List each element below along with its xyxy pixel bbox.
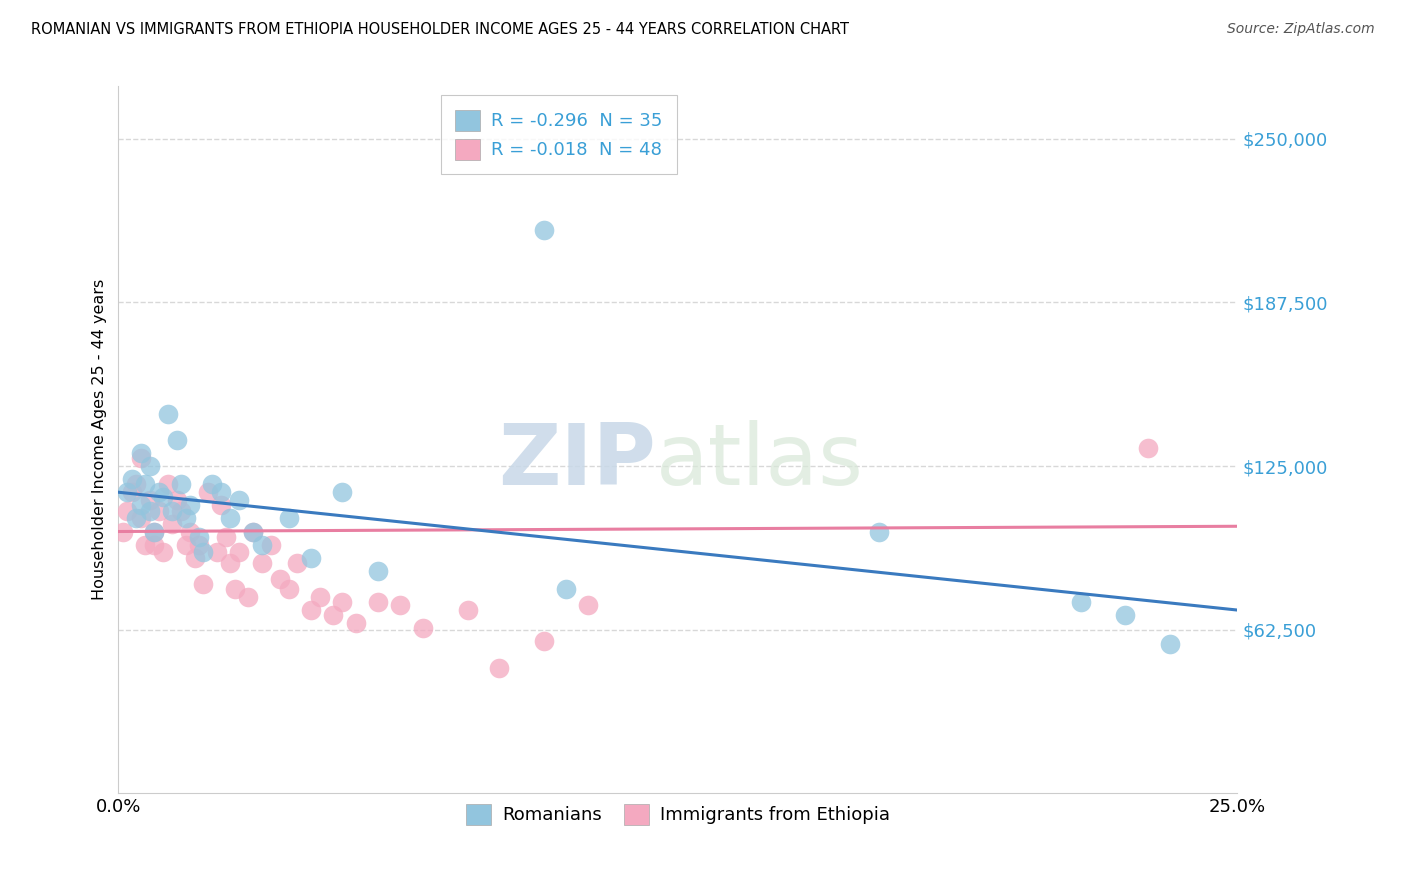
Point: [533, 634, 555, 648]
Point: [201, 477, 224, 491]
Point: [209, 498, 232, 512]
Point: [152, 491, 174, 505]
Point: [299, 550, 322, 565]
Point: [330, 595, 353, 609]
Point: [488, 661, 510, 675]
Point: [228, 545, 250, 559]
Point: [242, 524, 264, 539]
Point: [121, 472, 143, 486]
Point: [188, 538, 211, 552]
Point: [134, 477, 156, 491]
Point: [111, 524, 134, 539]
Point: [179, 498, 201, 512]
Point: [389, 598, 412, 612]
Point: [152, 545, 174, 559]
Point: [228, 493, 250, 508]
Point: [250, 556, 273, 570]
Point: [121, 485, 143, 500]
Point: [129, 446, 152, 460]
Point: [1136, 441, 1159, 455]
Point: [179, 524, 201, 539]
Point: [1070, 595, 1092, 609]
Point: [129, 498, 152, 512]
Point: [1159, 637, 1181, 651]
Point: [148, 485, 170, 500]
Point: [308, 590, 330, 604]
Point: [125, 511, 148, 525]
Point: [242, 524, 264, 539]
Point: [209, 485, 232, 500]
Text: ZIP: ZIP: [498, 419, 655, 502]
Point: [129, 451, 152, 466]
Point: [143, 538, 166, 552]
Point: [287, 556, 309, 570]
Point: [277, 582, 299, 596]
Point: [215, 530, 238, 544]
Point: [219, 511, 242, 525]
Point: [344, 616, 367, 631]
Point: [868, 524, 890, 539]
Point: [238, 590, 260, 604]
Point: [134, 538, 156, 552]
Point: [125, 477, 148, 491]
Point: [457, 603, 479, 617]
Point: [219, 556, 242, 570]
Point: [193, 545, 215, 559]
Y-axis label: Householder Income Ages 25 - 44 years: Householder Income Ages 25 - 44 years: [93, 279, 107, 600]
Point: [166, 433, 188, 447]
Point: [193, 577, 215, 591]
Point: [170, 503, 193, 517]
Point: [143, 524, 166, 539]
Point: [205, 545, 228, 559]
Text: Source: ZipAtlas.com: Source: ZipAtlas.com: [1227, 22, 1375, 37]
Point: [1114, 608, 1136, 623]
Point: [170, 477, 193, 491]
Point: [148, 503, 170, 517]
Point: [117, 503, 139, 517]
Point: [299, 603, 322, 617]
Point: [174, 538, 197, 552]
Text: atlas: atlas: [655, 419, 863, 502]
Point: [555, 582, 578, 596]
Point: [197, 485, 219, 500]
Point: [367, 595, 389, 609]
Point: [117, 485, 139, 500]
Point: [166, 493, 188, 508]
Point: [412, 621, 434, 635]
Point: [259, 538, 281, 552]
Point: [139, 493, 162, 508]
Point: [129, 511, 152, 525]
Point: [250, 538, 273, 552]
Point: [160, 516, 183, 531]
Point: [156, 407, 179, 421]
Point: [139, 503, 162, 517]
Point: [533, 223, 555, 237]
Point: [277, 511, 299, 525]
Point: [143, 524, 166, 539]
Text: ROMANIAN VS IMMIGRANTS FROM ETHIOPIA HOUSEHOLDER INCOME AGES 25 - 44 YEARS CORRE: ROMANIAN VS IMMIGRANTS FROM ETHIOPIA HOU…: [31, 22, 849, 37]
Point: [188, 530, 211, 544]
Point: [322, 608, 344, 623]
Point: [174, 511, 197, 525]
Point: [367, 564, 389, 578]
Point: [156, 477, 179, 491]
Point: [269, 572, 291, 586]
Point: [160, 503, 183, 517]
Point: [139, 458, 162, 473]
Legend: Romanians, Immigrants from Ethiopia: Romanians, Immigrants from Ethiopia: [457, 795, 898, 834]
Point: [183, 550, 205, 565]
Point: [224, 582, 246, 596]
Point: [576, 598, 599, 612]
Point: [330, 485, 353, 500]
